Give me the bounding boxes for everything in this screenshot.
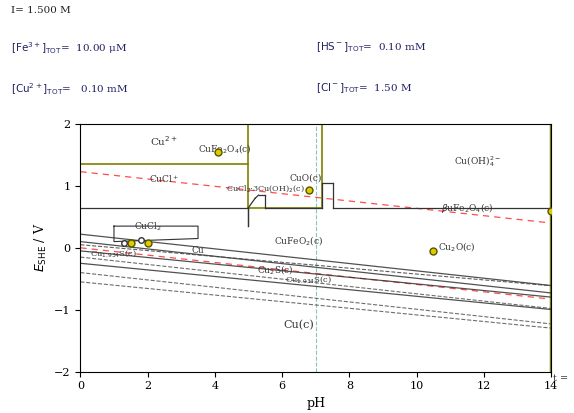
X-axis label: pH: pH xyxy=(306,397,325,410)
Text: Cu$_{1.934}$S(c): Cu$_{1.934}$S(c) xyxy=(90,248,138,259)
Text: $\beta$uFe$_2$O$_4$(c): $\beta$uFe$_2$O$_4$(c) xyxy=(441,201,493,215)
Text: Cu(c): Cu(c) xyxy=(284,320,315,330)
Text: $[\mathrm{Fe}^{3+}]_\mathrm{TOT}$=  10.00 μM: $[\mathrm{Fe}^{3+}]_\mathrm{TOT}$= 10.00… xyxy=(11,40,128,56)
Text: Cu$_2$S(c): Cu$_2$S(c) xyxy=(257,263,294,276)
Text: Cu(OH)$_4^{2-}$: Cu(OH)$_4^{2-}$ xyxy=(453,154,501,169)
Text: Cu: Cu xyxy=(192,246,204,255)
Text: CuCl$^+$: CuCl$^+$ xyxy=(149,173,180,185)
Text: $[\mathrm{Cu}^{2+}]_\mathrm{TOT}$=   0.10 mM: $[\mathrm{Cu}^{2+}]_\mathrm{TOT}$= 0.10 … xyxy=(11,81,129,97)
Text: t =: t = xyxy=(553,374,571,383)
Text: Cu$^{2+}$: Cu$^{2+}$ xyxy=(150,134,179,147)
Text: Cu$_2$O(c): Cu$_2$O(c) xyxy=(438,240,476,252)
Text: CuCl$_2$: CuCl$_2$ xyxy=(134,220,161,233)
Text: CuFe$_2$O$_4$(c): CuFe$_2$O$_4$(c) xyxy=(198,142,252,155)
Text: Cu$_{1.934}$S(c): Cu$_{1.934}$S(c) xyxy=(285,274,332,285)
Text: CuFeO$_2$(c): CuFeO$_2$(c) xyxy=(274,234,324,247)
Text: CuCl$_2$$\cdot$3Cu(OH)$_2$(c): CuCl$_2$$\cdot$3Cu(OH)$_2$(c) xyxy=(226,183,305,194)
Text: I= 1.500 M: I= 1.500 M xyxy=(11,6,71,15)
Text: CuO(c): CuO(c) xyxy=(289,174,322,183)
Text: $[\mathrm{Cl}^-]_\mathrm{TOT}$=  1.50 M: $[\mathrm{Cl}^-]_\mathrm{TOT}$= 1.50 M xyxy=(316,81,412,95)
Text: $[\mathrm{HS}^-]_\mathrm{TOT}$=  0.10 mM: $[\mathrm{HS}^-]_\mathrm{TOT}$= 0.10 mM xyxy=(316,40,426,54)
Y-axis label: $E_\mathrm{SHE}$ / V: $E_\mathrm{SHE}$ / V xyxy=(33,223,49,273)
